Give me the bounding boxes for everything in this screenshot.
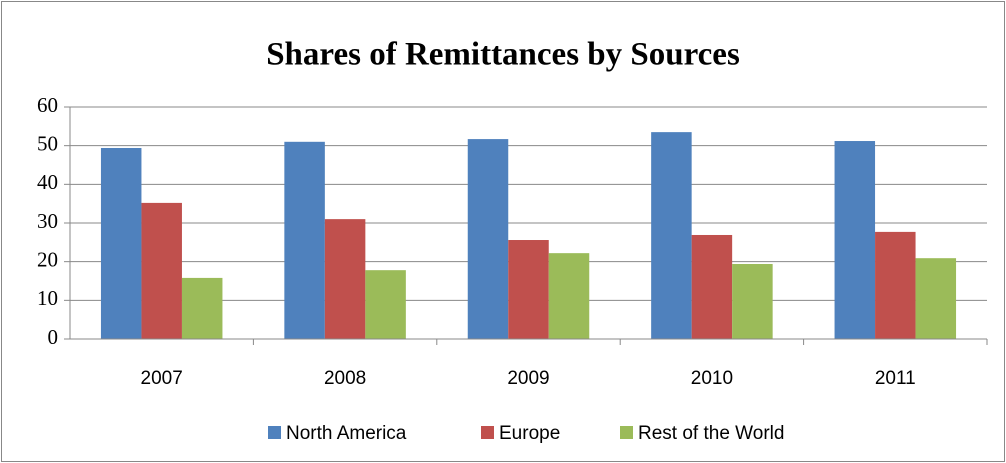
- bar: [915, 258, 957, 339]
- bar: [324, 219, 366, 339]
- chart-title: Shares of Remittances by Sources: [266, 37, 740, 73]
- y-tick-label: 0: [48, 325, 59, 349]
- legend-label: Europe: [499, 423, 560, 444]
- legend-swatch: [481, 426, 494, 439]
- y-tick-label: 30: [37, 209, 58, 233]
- x-tick-label: 2008: [324, 368, 366, 389]
- bar: [691, 234, 733, 339]
- bar: [467, 139, 509, 339]
- y-tick-label: 40: [37, 170, 58, 194]
- y-tick-label: 60: [37, 93, 58, 117]
- bar: [834, 141, 876, 339]
- bar: [284, 141, 325, 339]
- x-tick-label: 2011: [875, 368, 916, 389]
- y-tick-label: 50: [37, 131, 58, 155]
- legend-swatch: [620, 426, 633, 439]
- bar: [651, 132, 692, 339]
- bar: [508, 240, 549, 339]
- y-tick-label: 20: [37, 247, 58, 271]
- x-tick-label: 2007: [141, 368, 183, 389]
- legend-swatch: [268, 426, 281, 439]
- y-tick-label: 10: [37, 286, 58, 310]
- legend-label: North America: [286, 423, 407, 444]
- bar: [875, 231, 916, 339]
- bar: [141, 202, 182, 339]
- bar: [100, 147, 142, 339]
- legend-label: Rest of the World: [638, 423, 784, 444]
- bar: [181, 277, 223, 339]
- x-tick-label: 2009: [507, 368, 549, 389]
- x-tick-label: 2010: [691, 368, 733, 389]
- bar: [365, 270, 406, 339]
- bar: [548, 253, 590, 339]
- bar: [732, 263, 773, 339]
